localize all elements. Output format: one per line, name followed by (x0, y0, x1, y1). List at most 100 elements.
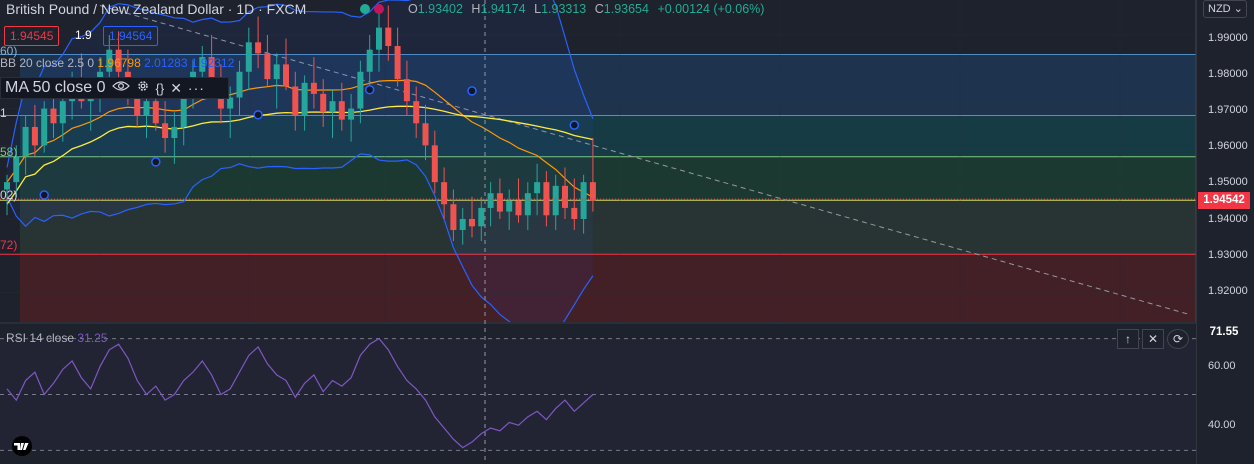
rsi-tick: 40.00 (1208, 419, 1236, 431)
pivot-marker (151, 157, 161, 167)
rsi-background (0, 323, 1196, 464)
source-code-icon[interactable]: {} (155, 80, 165, 96)
pivot-marker (39, 190, 49, 200)
candle-body (422, 123, 429, 146)
candle-body (580, 182, 587, 219)
current-price-label: 1.94542 (1198, 192, 1250, 209)
candle-body (301, 82, 308, 116)
candle-body (292, 86, 299, 116)
pivot-marker (569, 120, 580, 130)
status-dots (360, 4, 384, 14)
candle-body (357, 71, 364, 109)
rsi-upper-level: 71.55 (1198, 324, 1250, 341)
price-tick: 1.95000 (1208, 176, 1248, 188)
candle-body (162, 123, 169, 138)
candle-body (4, 182, 10, 190)
ma-line (6, 105, 594, 205)
sell-button[interactable]: 1.94545 (4, 26, 60, 46)
symbol-title[interactable]: British Pound / New Zealand Dollar · 1D … (6, 1, 307, 17)
pivot-markers (0, 85, 1196, 200)
gear-icon[interactable] (136, 79, 150, 98)
fib-label-3: 58) (0, 145, 18, 159)
bb-basis-line (6, 79, 594, 198)
rsi-legend[interactable]: RSI 14 close 31.25 (6, 331, 108, 345)
candle-body (31, 126, 38, 146)
candle-body (534, 182, 541, 194)
price-tick: 1.96000 (1208, 140, 1248, 152)
candle-body (348, 108, 355, 120)
ma-legend[interactable]: MA 50 close 0 {} ✕ ··· (0, 77, 229, 99)
bb-upper-line (6, 0, 594, 168)
candle-body (394, 46, 401, 80)
rsi-tick: 60.00 (1208, 360, 1236, 372)
fib-zone (20, 254, 1196, 322)
fib-label-2: 1 (0, 106, 7, 120)
price-tick: 1.93000 (1208, 249, 1248, 261)
candle-body (562, 185, 568, 208)
candle-body (329, 101, 336, 113)
candle-body (450, 204, 457, 230)
rsi-band (0, 338, 1196, 451)
buy-button[interactable]: 1.94564 (103, 26, 159, 46)
tradingview-logo[interactable] (8, 436, 36, 456)
alert-status-icon (374, 4, 384, 14)
fib-label-1: 60) (0, 44, 18, 58)
candle-body (524, 193, 531, 216)
bb-legend[interactable]: BB 20 close 2.5 0 1.96798 2.01283 1.9231… (0, 56, 235, 70)
close-icon[interactable]: ✕ (170, 79, 182, 96)
candle-body (366, 49, 373, 72)
candle-body (152, 101, 159, 124)
candle-body (171, 126, 178, 138)
candle-body (106, 49, 113, 72)
rsi-line (6, 337, 594, 449)
move-pane-up-button[interactable]: ↑ (1117, 329, 1139, 349)
candle-body (515, 200, 522, 216)
candle-body (459, 218, 466, 230)
more-icon[interactable]: ··· (187, 80, 205, 96)
candle-body (134, 90, 141, 116)
pivot-marker (253, 110, 263, 120)
candle-body (59, 101, 66, 124)
fib-retracement-zones (0, 53, 1196, 322)
candle-body (552, 185, 559, 216)
candle-body (180, 93, 187, 127)
candle-body (320, 93, 327, 113)
moving-average (6, 105, 594, 205)
rsi-pane (0, 322, 1196, 464)
price-tick: 1.98000 (1208, 68, 1248, 80)
pivot-marker (467, 86, 477, 96)
eye-icon[interactable] (111, 79, 130, 97)
candle-body (376, 27, 382, 50)
fib-zone (20, 200, 1196, 255)
reset-pane-button[interactable]: ⟳ (1167, 329, 1189, 349)
candle-body (441, 182, 448, 205)
candle-body (236, 71, 243, 98)
candle-body (208, 57, 215, 80)
candle-body (413, 101, 420, 124)
fib-label-5: 72) (0, 238, 18, 252)
candle-body (143, 101, 150, 116)
currency-selector[interactable]: NZD ⌄ (1203, 0, 1247, 18)
candle-body (41, 108, 48, 146)
price-tick: 1.99000 (1208, 32, 1248, 44)
candle-body (227, 97, 234, 109)
candle-body (589, 182, 596, 201)
candle-body (571, 207, 578, 219)
candle-body (469, 218, 475, 227)
candle-body (431, 145, 438, 183)
fib-label-4: 02) (0, 188, 18, 202)
candle-body (385, 27, 392, 46)
candle-body (506, 200, 513, 212)
candle-body (245, 42, 252, 72)
candle-body (338, 101, 345, 120)
candle-body (273, 64, 280, 80)
candle-body (403, 79, 410, 102)
close-pane-button[interactable]: ✕ (1142, 329, 1164, 349)
candle-body (283, 64, 289, 87)
candle-body (264, 53, 271, 80)
spread-value: 1.9 (75, 28, 92, 42)
candle-body (115, 49, 122, 72)
candle-body (487, 193, 494, 208)
candle-body (13, 156, 20, 183)
